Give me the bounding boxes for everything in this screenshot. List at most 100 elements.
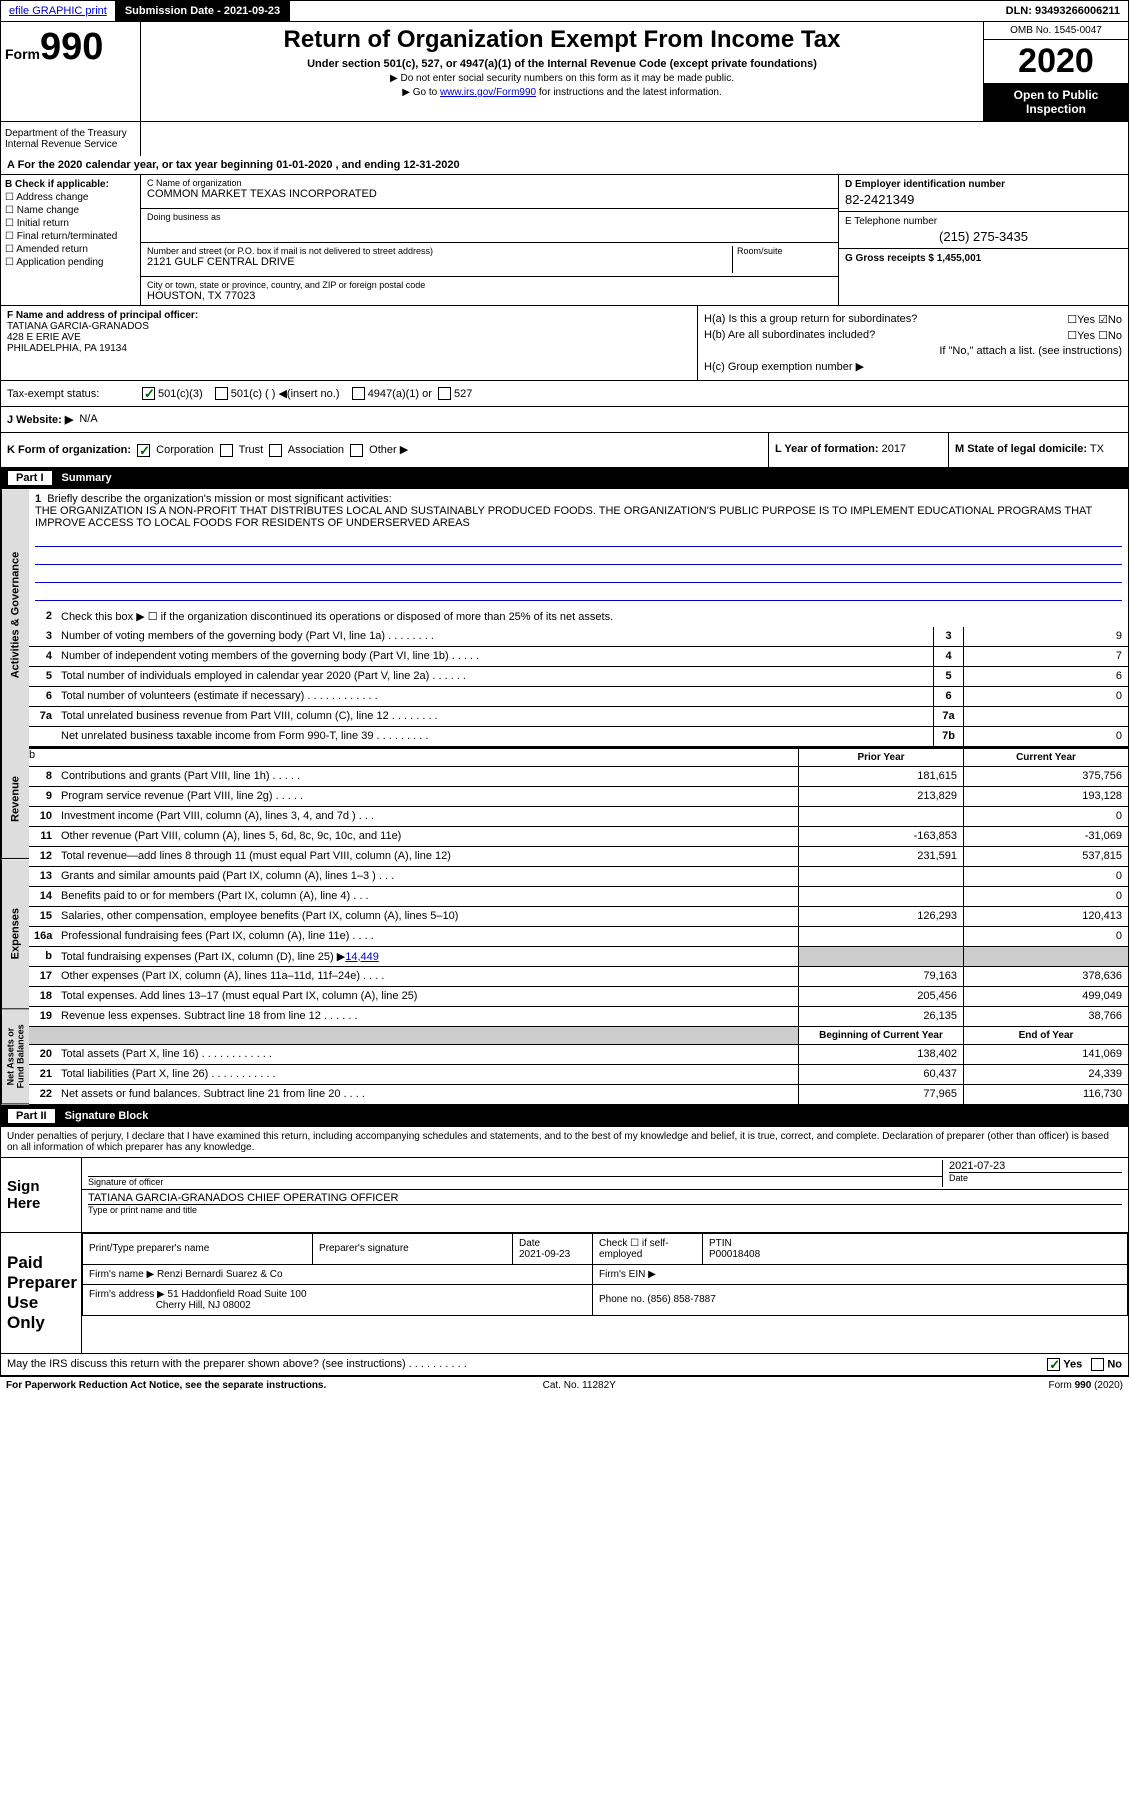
table-row: 12Total revenue—add lines 8 through 11 (… [29, 847, 1128, 867]
tax-year: 2020 [984, 40, 1128, 83]
ha-label: H(a) Is this a group return for subordin… [704, 313, 917, 326]
city: HOUSTON, TX 77023 [147, 290, 832, 302]
table-row: 16aProfessional fundraising fees (Part I… [29, 927, 1128, 947]
table-row: 3Number of voting members of the governi… [29, 627, 1128, 647]
open-public-badge: Open to Public Inspection [984, 83, 1128, 121]
section-b-label: B Check if applicable: [5, 179, 109, 190]
chk-527[interactable] [438, 387, 451, 400]
website-value: N/A [79, 413, 97, 426]
table-row: 11Other revenue (Part VIII, column (A), … [29, 827, 1128, 847]
phone-label: E Telephone number [845, 216, 937, 227]
hb-yesno[interactable]: ☐Yes ☐No [1067, 329, 1122, 342]
section-f-h: F Name and address of principal officer:… [0, 306, 1129, 381]
table-row: 18Total expenses. Add lines 13–17 (must … [29, 987, 1128, 1007]
table-row: 14Benefits paid to or for members (Part … [29, 887, 1128, 907]
omb-number: OMB No. 1545-0047 [984, 22, 1128, 40]
hc-label: H(c) Group exemption number ▶ [704, 360, 864, 373]
chk-501c3[interactable] [142, 387, 155, 400]
vert-activities: Activities & Governance [1, 489, 29, 740]
gross-label: G Gross receipts $ 1,455,001 [845, 253, 981, 264]
address: 2121 GULF CENTRAL DRIVE [147, 256, 732, 268]
table-row: 8Contributions and grants (Part VIII, li… [29, 767, 1128, 787]
table-row: 9Program service revenue (Part VIII, lin… [29, 787, 1128, 807]
part2-header: Part II Signature Block [0, 1106, 1129, 1126]
table-row: 21Total liabilities (Part X, line 26) . … [29, 1065, 1128, 1085]
section-k: K Form of organization: Corporation Trus… [0, 433, 1129, 468]
org-name-label: C Name of organization [147, 178, 832, 188]
form-title: Return of Organization Exempt From Incom… [153, 26, 971, 54]
vert-netassets: Net Assets or Fund Balances [1, 1009, 29, 1104]
table-row: 6Total number of volunteers (estimate if… [29, 687, 1128, 707]
chk-trust[interactable] [220, 444, 233, 457]
chk-corp[interactable] [137, 444, 150, 457]
footer: For Paperwork Reduction Act Notice, see … [0, 1376, 1129, 1394]
line1-label: Briefly describe the organization's miss… [47, 493, 391, 505]
tax-year-row: A For the 2020 calendar year, or tax yea… [0, 156, 1129, 175]
discuss-no[interactable] [1091, 1358, 1104, 1371]
paid-preparer-section: Paid Preparer Use Only Print/Type prepar… [0, 1233, 1129, 1354]
tax-exempt-row: Tax-exempt status: 501(c)(3) 501(c) ( ) … [0, 381, 1129, 407]
dln-label: DLN: 93493266006211 [998, 1, 1128, 21]
sign-here-section: Sign Here Signature of officer 2021-07-2… [0, 1158, 1129, 1233]
website-row: J Website: ▶ N/A [0, 407, 1129, 433]
part1-body: Activities & Governance Revenue Expenses… [0, 488, 1129, 1106]
dept-treasury: Department of the Treasury Internal Reve… [1, 122, 141, 156]
line2: Check this box ▶ ☐ if the organization d… [57, 607, 1128, 627]
chk-initial-return[interactable]: ☐ Initial return [5, 218, 136, 229]
chk-address-change[interactable]: ☐ Address change [5, 192, 136, 203]
table-row: 20Total assets (Part X, line 16) . . . .… [29, 1045, 1128, 1065]
irs-link[interactable]: www.irs.gov/Form990 [440, 87, 536, 98]
note-link: ▶ Go to www.irs.gov/Form990 for instruct… [153, 87, 971, 98]
mission-text: THE ORGANIZATION IS A NON-PROFIT THAT DI… [35, 505, 1092, 529]
table-row: 19Revenue less expenses. Subtract line 1… [29, 1007, 1128, 1027]
chk-pending[interactable]: ☐ Application pending [5, 257, 136, 268]
hb-label: H(b) Are all subordinates included? [704, 329, 875, 342]
submission-date-button[interactable]: Submission Date - 2021-09-23 [115, 1, 290, 21]
ein-label: D Employer identification number [845, 179, 1005, 190]
table-row: 15Salaries, other compensation, employee… [29, 907, 1128, 927]
net-header: Beginning of Current Year End of Year [29, 1027, 1128, 1045]
org-name: COMMON MARKET TEXAS INCORPORATED [147, 188, 832, 200]
addr-label: Number and street (or P.O. box if mail i… [147, 246, 732, 256]
discuss-yes[interactable] [1047, 1358, 1060, 1371]
chk-4947[interactable] [352, 387, 365, 400]
phone: (215) 275-3435 [845, 229, 1122, 244]
chk-other[interactable] [350, 444, 363, 457]
officer-addr2: PHILADELPHIA, PA 19134 [7, 343, 127, 354]
officer-label: F Name and address of principal officer: [7, 310, 198, 321]
form-number: Form990 [5, 26, 136, 69]
chk-501c[interactable] [215, 387, 228, 400]
part1-header: Part I Summary [0, 468, 1129, 488]
discuss-row: May the IRS discuss this return with the… [0, 1354, 1129, 1376]
form-header: Form990 Return of Organization Exempt Fr… [0, 22, 1129, 122]
city-label: City or town, state or province, country… [147, 280, 832, 290]
room-label: Room/suite [737, 246, 832, 256]
chk-amended[interactable]: ☐ Amended return [5, 244, 136, 255]
table-row: Net unrelated business taxable income fr… [29, 727, 1128, 747]
chk-assoc[interactable] [269, 444, 282, 457]
preparer-table: Print/Type preparer's name Preparer's si… [82, 1233, 1128, 1316]
table-row: 7aTotal unrelated business revenue from … [29, 707, 1128, 727]
chk-name-change[interactable]: ☐ Name change [5, 205, 136, 216]
table-row: 4Number of independent voting members of… [29, 647, 1128, 667]
declaration: Under penalties of perjury, I declare th… [0, 1126, 1129, 1158]
vert-expenses: Expenses [1, 859, 29, 1009]
form-subtitle: Under section 501(c), 527, or 4947(a)(1)… [153, 58, 971, 70]
ha-yesno[interactable]: ☐Yes ☑No [1067, 313, 1122, 326]
table-row: 10Investment income (Part VIII, column (… [29, 807, 1128, 827]
rev-header: b Prior Year Current Year [29, 749, 1128, 767]
hb-note: If "No," attach a list. (see instruction… [704, 345, 1122, 357]
chk-final-return[interactable]: ☐ Final return/terminated [5, 231, 136, 242]
table-row: 5Total number of individuals employed in… [29, 667, 1128, 687]
table-row: 13Grants and similar amounts paid (Part … [29, 867, 1128, 887]
line16b-link[interactable]: 14,449 [345, 951, 379, 963]
efile-link[interactable]: efile GRAPHIC print [1, 1, 115, 21]
ein: 82-2421349 [845, 192, 1122, 207]
dba-label: Doing business as [147, 212, 832, 222]
vert-revenue: Revenue [1, 740, 29, 859]
top-bar: efile GRAPHIC print Submission Date - 20… [0, 0, 1129, 22]
table-row: 17Other expenses (Part IX, column (A), l… [29, 967, 1128, 987]
section-b-c-d: B Check if applicable: ☐ Address change … [0, 175, 1129, 306]
officer-name: TATIANA GARCIA-GRANADOS [7, 321, 149, 332]
note-ssn: ▶ Do not enter social security numbers o… [153, 73, 971, 84]
